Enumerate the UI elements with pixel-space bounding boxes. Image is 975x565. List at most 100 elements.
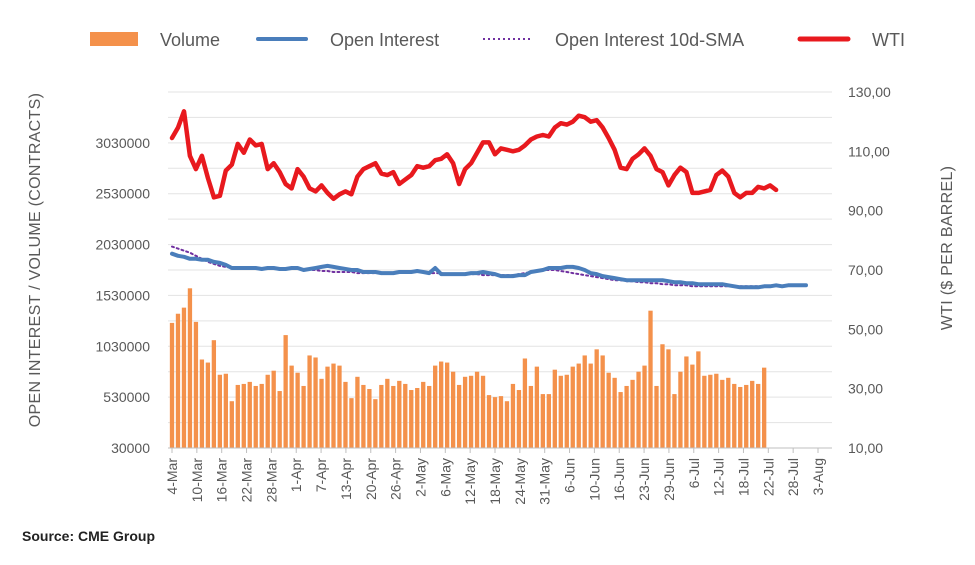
- right-tick-label: 110,00: [848, 143, 890, 159]
- volume-bar: [427, 386, 431, 448]
- right-tick-label: 90,00: [848, 203, 883, 219]
- volume-bar: [421, 382, 425, 448]
- volume-bar: [654, 386, 658, 448]
- volume-bar: [648, 311, 652, 448]
- volume-bar: [445, 363, 449, 448]
- volume-bar: [379, 385, 383, 448]
- left-tick-label: 1530000: [95, 287, 150, 303]
- legend-label-open-interest: Open Interest: [330, 30, 439, 50]
- volume-bar: [523, 358, 527, 448]
- volume-bar: [714, 374, 718, 448]
- volume-bar: [487, 395, 491, 448]
- volume-bar: [176, 314, 180, 448]
- volume-bar: [541, 394, 545, 448]
- volume-bar: [301, 386, 305, 448]
- volume-bar: [409, 390, 413, 448]
- volume-bar: [612, 378, 616, 448]
- volume-bar: [720, 380, 724, 448]
- volume-bar: [236, 385, 240, 448]
- x-tick-label: 10-Jun: [586, 458, 602, 501]
- volume-bar: [678, 372, 682, 448]
- x-tick-label: 24-May: [512, 458, 528, 505]
- legend-swatch-volume: [90, 32, 138, 46]
- volume-bar: [325, 367, 329, 448]
- volume-bar: [618, 392, 622, 448]
- volume-bar: [553, 370, 557, 448]
- volume-bar: [606, 373, 610, 448]
- volume-bar: [708, 375, 712, 448]
- volume-bar: [475, 372, 479, 448]
- volume-bar: [702, 376, 706, 448]
- left-tick-label: 2030000: [95, 237, 150, 253]
- volume-bar: [230, 401, 234, 448]
- volume-bar: [272, 371, 276, 448]
- volume-bar: [499, 396, 503, 448]
- volume-bar: [278, 391, 282, 448]
- volume-bar: [463, 377, 467, 448]
- volume-bar: [182, 308, 186, 448]
- volume-bar: [206, 363, 210, 448]
- volume-bars: [170, 288, 766, 448]
- volume-bar: [595, 349, 599, 448]
- volume-bar: [397, 381, 401, 448]
- x-tick-label: 4-Mar: [164, 458, 180, 495]
- volume-bar: [505, 401, 509, 448]
- x-tick-label: 16-Mar: [214, 458, 230, 503]
- volume-bar: [295, 373, 299, 448]
- source-note: Source: CME Group: [22, 528, 155, 544]
- volume-bar: [577, 364, 581, 448]
- volume-bar: [313, 357, 317, 448]
- volume-bar: [415, 388, 419, 448]
- volume-bar: [254, 386, 258, 448]
- x-tick-label: 28-Mar: [263, 458, 279, 503]
- volume-bar: [481, 376, 485, 448]
- x-tick-label: 13-Apr: [338, 458, 354, 500]
- volume-bar: [355, 377, 359, 448]
- volume-bar: [361, 385, 365, 448]
- volume-bar: [624, 386, 628, 448]
- x-tick-label: 1-Apr: [288, 458, 304, 493]
- x-tick-label: 23-Jun: [636, 458, 652, 501]
- volume-bar: [535, 367, 539, 448]
- x-tick-label: 28-Jul: [785, 458, 801, 496]
- right-tick-label: 10,00: [848, 440, 883, 456]
- volume-bar: [403, 384, 407, 448]
- volume-bar: [289, 366, 293, 448]
- volume-bar: [738, 387, 742, 448]
- right-axis-ticks: 10,00 30,00 50,00 70,00 90,00 110,00 130,00: [848, 84, 891, 456]
- volume-bar: [559, 376, 563, 448]
- volume-bar: [343, 382, 347, 448]
- left-tick-label: 2530000: [95, 186, 150, 202]
- volume-bar: [331, 364, 335, 448]
- volume-bar: [672, 394, 676, 448]
- volume-bar: [684, 356, 688, 448]
- legend-label-volume: Volume: [160, 30, 220, 50]
- volume-bar: [642, 366, 646, 448]
- volume-bar: [469, 376, 473, 448]
- volume-bar: [547, 394, 551, 448]
- volume-bar: [750, 381, 754, 448]
- volume-bar: [373, 399, 377, 448]
- x-tick-label: 29-Jun: [661, 458, 677, 501]
- volume-bar: [224, 374, 228, 448]
- x-tick-label: 22-Jul: [760, 458, 776, 496]
- right-tick-label: 30,00: [848, 381, 883, 397]
- x-tick-label: 7-Apr: [313, 458, 329, 493]
- x-tick-label: 6-Jun: [562, 458, 578, 493]
- right-tick-label: 130,00: [848, 84, 891, 100]
- volume-bar: [666, 349, 670, 448]
- volume-bar: [601, 355, 605, 448]
- volume-bar: [218, 375, 222, 448]
- x-tick-label: 6-Jul: [686, 458, 702, 488]
- volume-bar: [696, 351, 700, 448]
- volume-bar: [337, 366, 341, 448]
- wti-line: [172, 111, 776, 199]
- right-tick-label: 70,00: [848, 262, 883, 278]
- volume-bar: [349, 398, 353, 448]
- right-tick-label: 50,00: [848, 321, 883, 337]
- volume-bar: [589, 364, 593, 448]
- volume-bar: [511, 384, 515, 448]
- x-tick-label: 16-Jun: [611, 458, 627, 501]
- volume-bar: [433, 366, 437, 448]
- volume-bar: [170, 323, 174, 448]
